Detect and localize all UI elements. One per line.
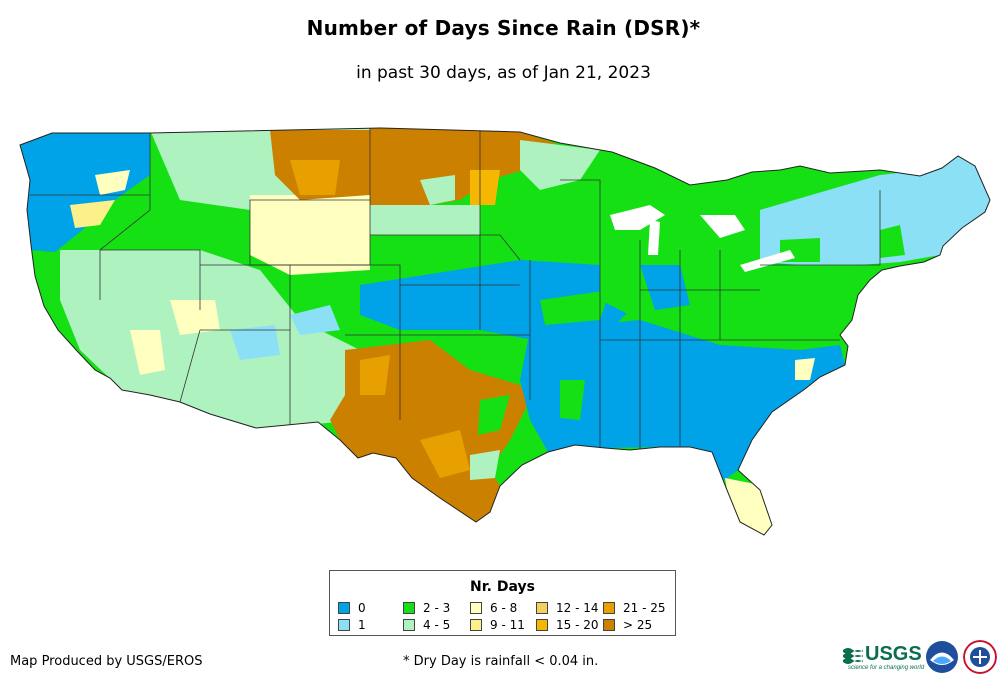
map-credit: Map Produced by USGS/EROS [10, 654, 203, 669]
legend-swatch [603, 619, 615, 631]
map-subtitle: in past 30 days, as of Jan 21, 2023 [356, 63, 651, 83]
legend-swatch [338, 602, 350, 614]
legend-label: 9 - 11 [490, 618, 525, 632]
legend-item-2: 2 - 3 [403, 601, 450, 615]
legend-label: 21 - 25 [623, 601, 666, 615]
legend-label: 0 [358, 601, 366, 615]
legend-swatch [403, 602, 415, 614]
legend-label: 6 - 8 [490, 601, 518, 615]
legend-item-7: 15 - 20 [536, 618, 599, 632]
legend-label: > 25 [623, 618, 653, 632]
legend-item-8: 21 - 25 [603, 601, 666, 615]
legend-title: Nr. Days [470, 579, 535, 595]
dry-day-footnote: * Dry Day is rainfall < 0.04 in. [403, 654, 599, 669]
legend-swatch [403, 619, 415, 631]
legend-label: 1 [358, 618, 366, 632]
legend-item-1: 1 [338, 618, 366, 632]
usgs-logo-icon [843, 647, 863, 664]
map-legend: Nr. Days 0 1 2 - 3 4 - 5 6 - 8 9 - 11 12… [329, 570, 676, 636]
legend-label: 2 - 3 [423, 601, 451, 615]
legend-item-5: 9 - 11 [470, 618, 525, 632]
legend-label: 15 - 20 [556, 618, 599, 632]
legend-item-0: 0 [338, 601, 366, 615]
noaa-logo [926, 641, 958, 673]
map-title: Number of Days Since Rain (DSR)* [306, 16, 701, 40]
legend-swatch [603, 602, 615, 614]
legend-swatch [536, 602, 548, 614]
nws-logo [963, 640, 997, 674]
legend-swatch [470, 619, 482, 631]
usgs-tagline: science for a changing world [848, 665, 925, 671]
legend-swatch [536, 619, 548, 631]
legend-item-6: 12 - 14 [536, 601, 599, 615]
legend-swatch [470, 602, 482, 614]
usgs-logo-text: USGS [865, 643, 922, 665]
legend-label: 4 - 5 [423, 618, 451, 632]
legend-item-4: 6 - 8 [470, 601, 517, 615]
usgs-logo: USGS [843, 643, 922, 666]
legend-item-9: > 25 [603, 618, 652, 632]
legend-swatch [338, 619, 350, 631]
legend-label: 12 - 14 [556, 601, 599, 615]
legend-item-3: 4 - 5 [403, 618, 450, 632]
